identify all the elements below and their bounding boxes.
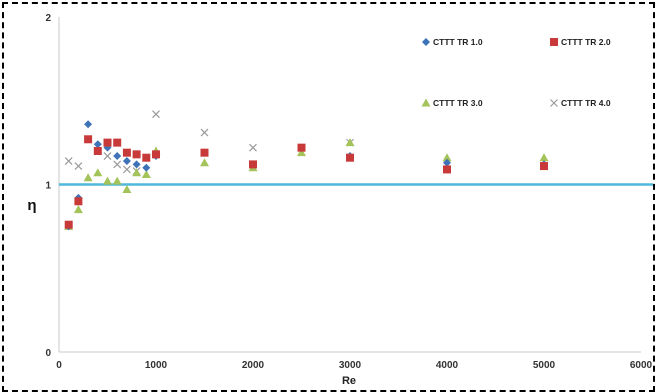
data-point-square: [93, 147, 102, 155]
data-point-diamond: [122, 157, 131, 166]
data-point-diamond: [93, 140, 102, 149]
data-point-square: [113, 138, 122, 147]
data-point-x: [152, 110, 160, 119]
data-point-triangle: [345, 138, 355, 147]
data-point-triangle: [93, 168, 103, 177]
data-point-triangle: [73, 205, 83, 214]
data-point-square: [142, 153, 151, 162]
legend: CTTT TR 1.0 CTTT TR 2.0 CTTT TR 3.0 CTTT TR…: [421, 37, 611, 108]
data-point-diamond: [84, 120, 93, 129]
data-point-triangle: [112, 176, 122, 185]
x-tick-label: 1000: [145, 360, 168, 371]
legend-label: CTTT TR 4.0: [561, 98, 611, 108]
data-point-triangle: [200, 158, 209, 167]
data-point-square: [103, 138, 112, 147]
data-point-diamond: [443, 158, 451, 167]
x-axis-title: Re: [342, 375, 356, 387]
data-point-x: [113, 160, 122, 169]
x-tick-label: 0: [56, 360, 62, 371]
data-point-square: [200, 148, 209, 157]
legend-label: CTTT TR 3.0: [433, 98, 483, 108]
data-point-x: [64, 157, 73, 165]
data-point-diamond: [132, 160, 141, 169]
data-point-square: [122, 148, 131, 157]
data-point-square: [132, 150, 141, 159]
data-point-square: [152, 150, 160, 159]
x-tick-label: 6000: [630, 360, 653, 371]
legend-label: CTTT TR 2.0: [561, 37, 611, 47]
data-point-x: [74, 162, 83, 170]
data-point-triangle: [83, 173, 93, 182]
data-point-triangle: [442, 153, 452, 162]
data-point-diamond: [113, 152, 122, 161]
legend-marker-square: [550, 38, 558, 46]
legend-marker-diamond: [422, 38, 430, 46]
data-point-square: [443, 165, 451, 174]
y-tick-label: 0: [45, 348, 51, 359]
data-point-square: [74, 197, 83, 206]
legend-label: CTTT TR 1.0: [433, 37, 483, 47]
x-tick-labels: 0 1000 2000 3000 4000 5000 6000: [56, 360, 652, 371]
x-tick-label: 2000: [242, 360, 265, 371]
data-point-square: [84, 135, 93, 144]
data-point-triangle: [141, 169, 151, 178]
data-point-triangle: [539, 153, 549, 162]
data-points: [64, 110, 549, 231]
data-point-x: [122, 165, 131, 174]
data-point-diamond: [142, 163, 151, 172]
x-tick-label: 3000: [339, 360, 362, 371]
data-point-triangle: [297, 148, 306, 157]
data-point-square: [346, 153, 354, 162]
y-tick-labels: 0 1 2: [45, 13, 51, 359]
data-point-triangle: [122, 185, 132, 194]
y-tick-label: 1: [45, 181, 51, 192]
legend-marker-triangle: [421, 98, 431, 107]
x-tick-label: 5000: [533, 360, 556, 371]
data-point-triangle: [132, 168, 142, 177]
data-point-square: [297, 143, 306, 152]
x-tick-label: 4000: [436, 360, 459, 371]
data-point-x: [200, 128, 209, 137]
y-axis-title: η: [27, 197, 36, 214]
data-point-x: [103, 152, 112, 160]
data-point-x: [249, 143, 257, 152]
data-point-square: [64, 220, 73, 229]
legend-marker-x: [550, 99, 558, 107]
data-point-triangle: [103, 176, 112, 185]
data-point-square: [540, 162, 548, 171]
data-point-square: [249, 160, 257, 169]
y-tick-label: 2: [45, 13, 51, 24]
